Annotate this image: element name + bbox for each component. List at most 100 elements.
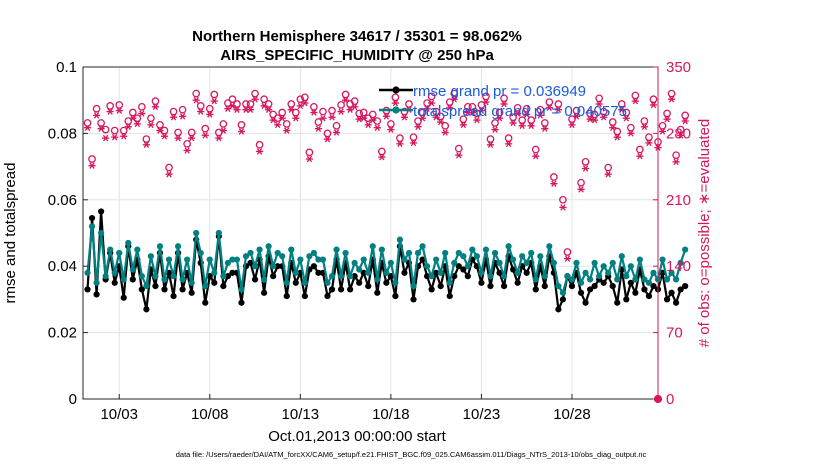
rmse-point (401, 269, 408, 276)
evaluated-point (523, 111, 531, 118)
spread-point (206, 256, 213, 263)
evaluated-point (658, 128, 667, 135)
spread-point (147, 253, 155, 260)
evaluated-point (292, 114, 300, 122)
spread-point (541, 273, 548, 280)
possible-point (518, 116, 527, 124)
rmse-point (365, 283, 372, 290)
spread-point (333, 246, 340, 253)
x-tick-label-1: 10/08 (191, 406, 229, 423)
possible-point (617, 100, 626, 108)
evaluated-point (160, 132, 169, 140)
spread-point (202, 283, 209, 290)
spread-point (270, 263, 277, 270)
spread-point (111, 269, 118, 276)
rmse-point (351, 273, 358, 280)
evaluated-point (165, 170, 173, 178)
rmse-point (98, 208, 105, 215)
spread-point (102, 273, 109, 280)
evaluated-point (228, 102, 237, 110)
possible-point (282, 120, 291, 128)
spread-point (247, 249, 254, 257)
spread-point (414, 249, 422, 257)
spread-point (342, 249, 349, 257)
possible-point (314, 118, 323, 126)
spread-point (93, 279, 100, 286)
spread-point (337, 273, 345, 280)
possible-point (187, 128, 196, 137)
rmse-point (224, 273, 231, 280)
possible-point (255, 140, 264, 149)
spread-point (224, 259, 231, 266)
spread-point (645, 279, 653, 286)
spread-point (410, 283, 417, 290)
spread-point (129, 266, 136, 273)
possible-point (572, 106, 581, 115)
rmse-point (310, 263, 318, 270)
rmse-point (410, 296, 417, 303)
spread-point (423, 263, 431, 270)
spread-point (98, 229, 105, 237)
possible-point (545, 98, 554, 106)
spread-point (120, 276, 127, 283)
rmse-point (84, 286, 91, 293)
evaluated-point (486, 141, 495, 149)
spread-point (577, 279, 585, 286)
spread-point (623, 273, 630, 280)
rmse-point (568, 283, 576, 290)
rmse-point (383, 279, 390, 286)
evaluated-point (572, 113, 581, 120)
evaluated-point (310, 109, 318, 116)
rmse-point (600, 279, 607, 286)
spread-point (605, 269, 612, 276)
possible-point (269, 110, 278, 119)
spread-point (288, 246, 295, 253)
evaluated-point (328, 114, 336, 121)
possible-point (676, 125, 685, 134)
evaluated-point (215, 134, 223, 142)
spread-point (351, 259, 358, 266)
right-tick-label-4: 280 (666, 125, 691, 142)
spread-point (609, 259, 616, 266)
rmse-point (510, 266, 517, 273)
possible-point (531, 145, 540, 154)
evaluated-point (491, 126, 499, 133)
spread-point (505, 243, 512, 250)
possible-point (183, 139, 191, 148)
spread-point (125, 239, 132, 247)
rmse-point (532, 286, 539, 293)
evaluated-point (341, 96, 350, 104)
rmse-point (292, 279, 299, 286)
evaluated-point (323, 135, 332, 143)
possible-point (559, 195, 567, 204)
spread-point (116, 249, 123, 257)
spread-point (251, 263, 259, 270)
rmse-point (88, 214, 96, 222)
possible-point (599, 107, 608, 116)
spread-point (319, 256, 327, 263)
rmse-point (496, 269, 503, 276)
possible-point (169, 107, 178, 116)
spread-point (591, 259, 598, 266)
rmse-point (673, 299, 680, 306)
evaluated-point (106, 108, 114, 115)
spread-point (170, 273, 177, 280)
evaluated-point (527, 122, 535, 130)
spread-point (279, 253, 286, 260)
possible-point (147, 114, 155, 123)
evaluated-point (414, 123, 422, 131)
rmse-point (437, 283, 444, 290)
evaluated-point (477, 107, 486, 114)
spread-point (360, 256, 367, 263)
rmse-point (523, 269, 530, 276)
possible-point (595, 94, 603, 103)
spread-point (215, 229, 222, 237)
spread-point (428, 273, 435, 280)
evaluated-point (169, 114, 178, 121)
rmse-point (609, 283, 616, 290)
spread-point (663, 276, 671, 283)
x-tick-label-5: 10/28 (553, 406, 591, 423)
possible-point (636, 145, 644, 154)
possible-point (210, 90, 219, 99)
evaluated-point (287, 106, 295, 113)
